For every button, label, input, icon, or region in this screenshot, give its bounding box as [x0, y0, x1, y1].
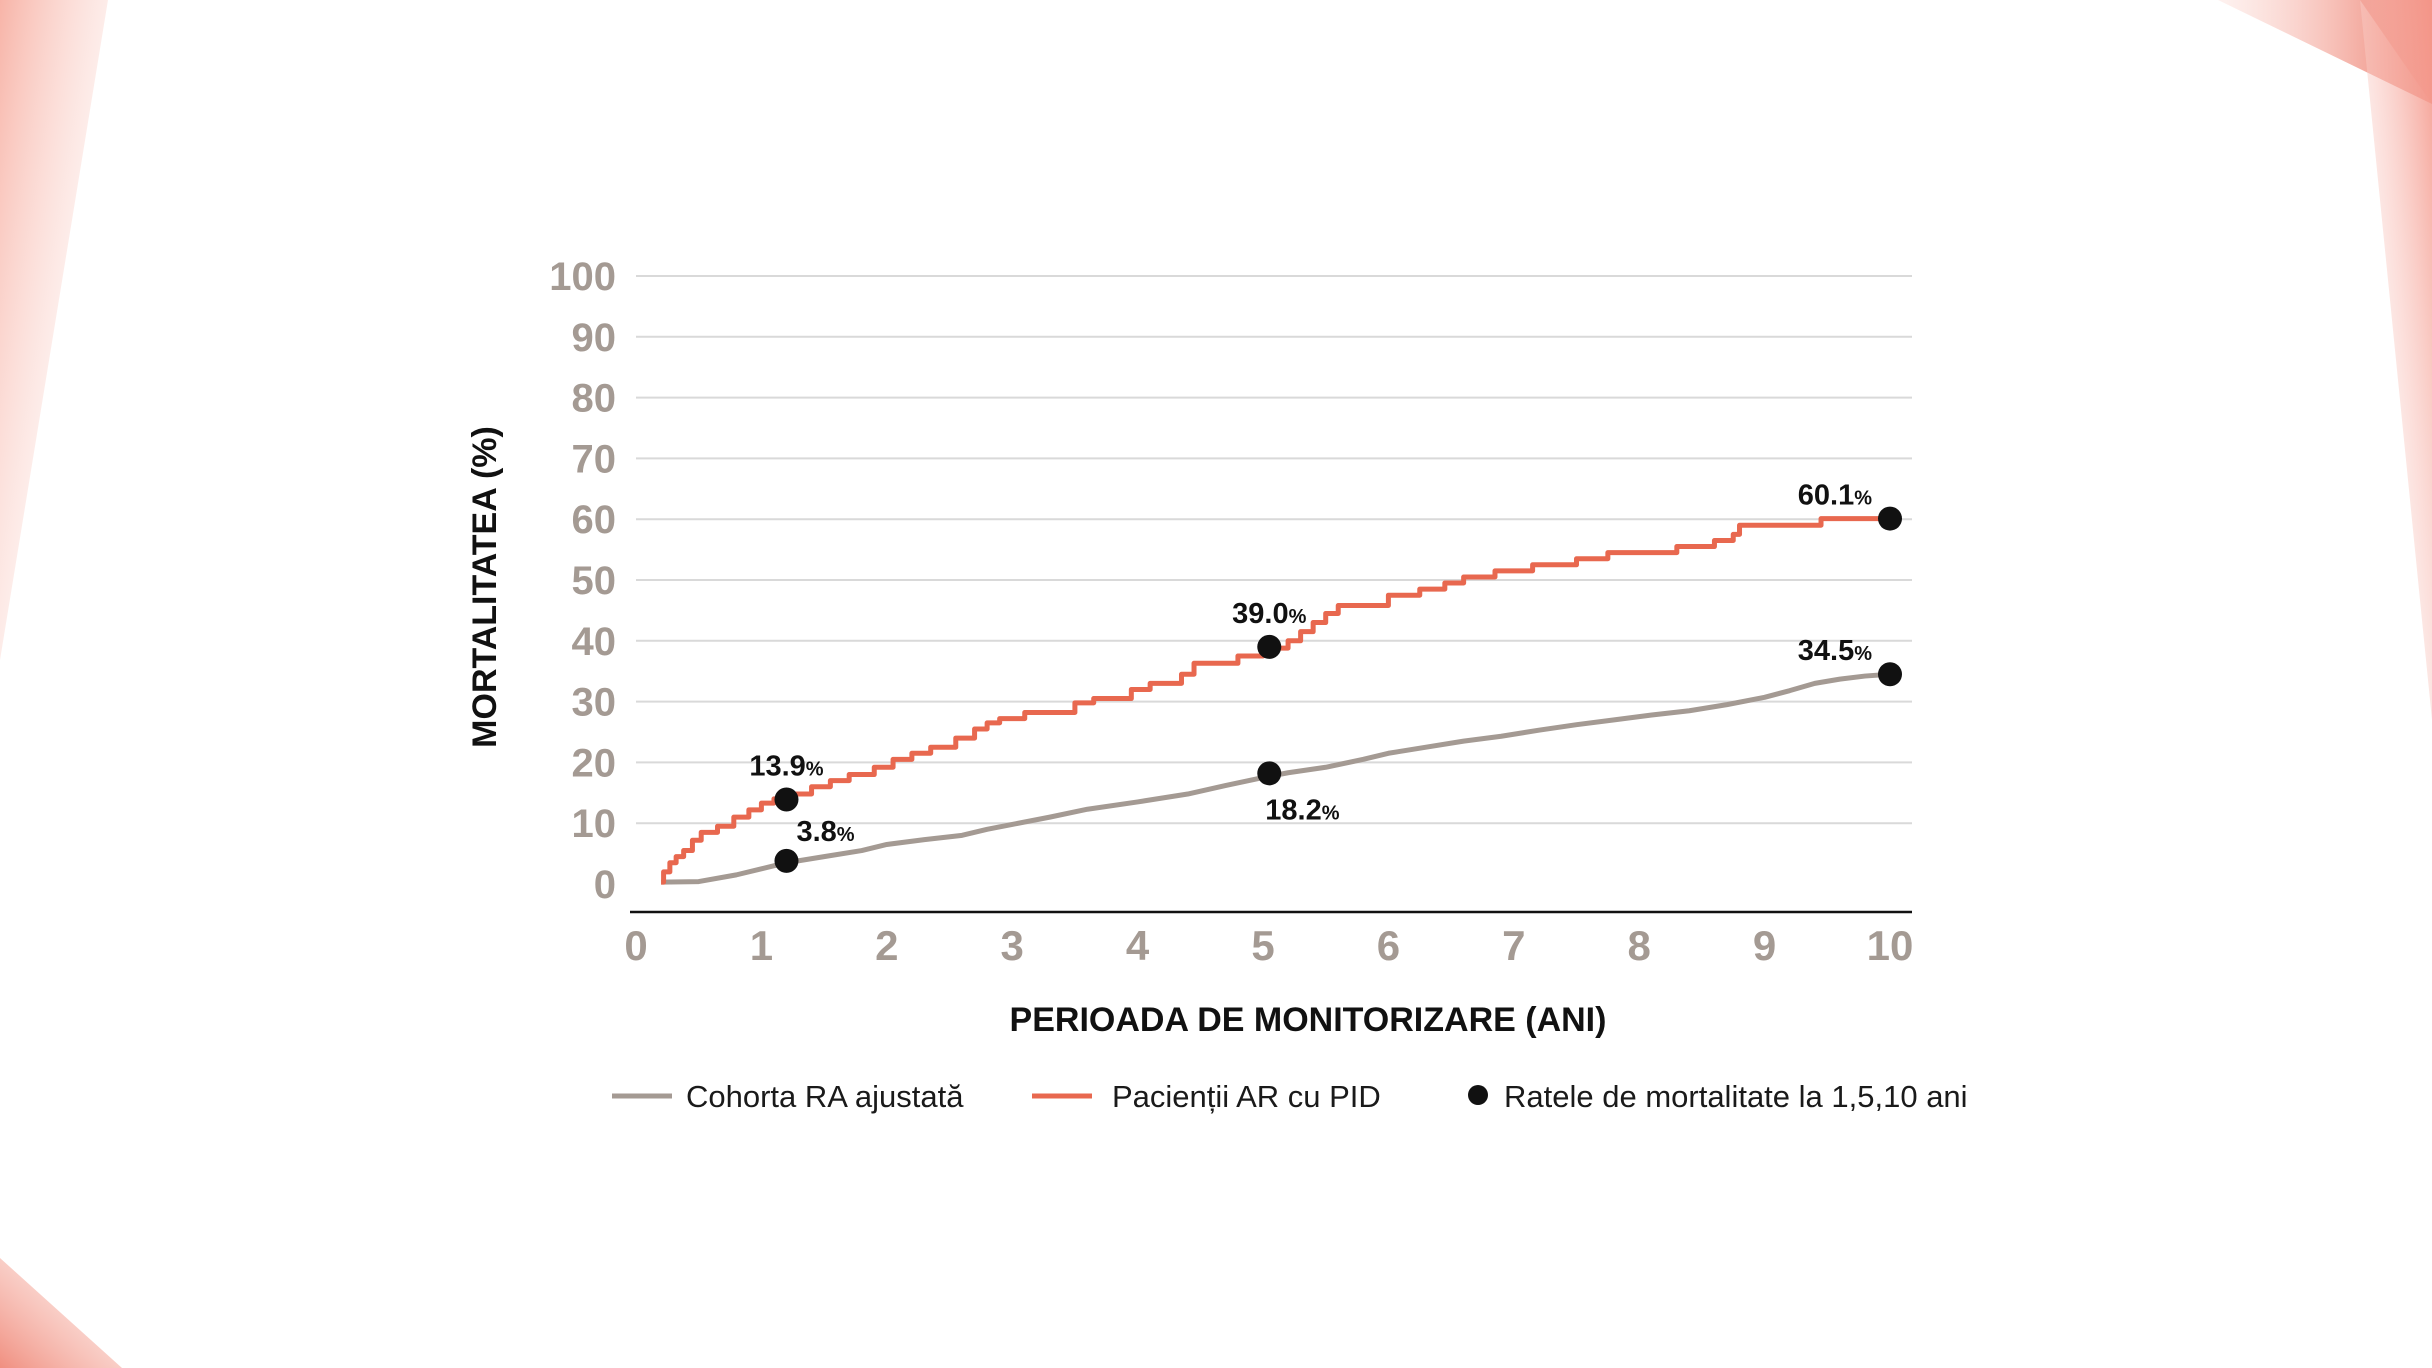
marker-34-5 [1878, 662, 1902, 687]
x-tick-label: 10 [1867, 922, 1914, 969]
marker-value: 34.5 [1798, 635, 1854, 667]
y-axis-title: MORTALITATEA (%) [466, 426, 504, 748]
x-axis-ticks: 0 1 2 3 4 5 6 7 8 9 10 [624, 922, 1913, 969]
deco-bottom-left-shard [0, 1258, 122, 1368]
x-tick-label: 5 [1251, 922, 1274, 969]
marker-18-2 [1257, 761, 1282, 786]
x-tick-label: 1 [750, 922, 773, 969]
x-axis-title: PERIOADA DE MONITORIZARE (ANI) [1010, 1001, 1607, 1039]
marker-label-39-0: 39.0% [1232, 598, 1306, 630]
y-tick-label: 80 [572, 377, 617, 421]
legend-label-pid-patients: Pacienții AR cu PID [1112, 1079, 1381, 1114]
marker-value: 39.0 [1232, 598, 1288, 630]
marker-label-13-9: 13.9% [749, 750, 823, 782]
marker-value: 3.8 [796, 816, 836, 848]
x-tick-label: 2 [875, 922, 898, 969]
marker-label-3-8: 3.8% [796, 816, 854, 848]
marker-group [774, 506, 1902, 873]
y-axis-ticks: 0 10 20 30 40 50 60 70 80 90 100 [549, 255, 616, 907]
x-tick-label: 3 [1001, 922, 1024, 969]
marker-labels: 13.9%3.8%39.0%18.2%60.1%34.5% [749, 480, 1872, 848]
grid-lines [636, 275, 1912, 825]
series-line-cohorta-ra-ajustata [661, 671, 1891, 885]
marker-3-8 [774, 848, 799, 873]
y-tick-label: 40 [572, 620, 617, 664]
y-tick-label: 10 [572, 802, 617, 846]
y-tick-label: 100 [549, 255, 616, 299]
x-tick-label: 4 [1126, 922, 1150, 969]
x-tick-label: 0 [624, 922, 647, 969]
legend-label-mortality-rates: Ratele de mortalitate la 1,5,10 ani [1504, 1079, 1968, 1114]
marker-13-9 [774, 787, 799, 812]
marker-39-0 [1257, 634, 1282, 659]
marker-percent-sign: % [1854, 643, 1872, 665]
marker-percent-sign: % [837, 824, 855, 846]
marker-value: 18.2 [1265, 794, 1321, 826]
marker-value: 60.1 [1798, 480, 1854, 512]
series-group [661, 516, 1891, 885]
legend: Cohorta RA ajustată Pacienții AR cu PID … [612, 1079, 1968, 1114]
x-tick-label: 8 [1628, 922, 1651, 969]
marker-percent-sign: % [806, 758, 824, 780]
series-line-pacientii-ar-cu-pid [661, 516, 1890, 885]
deco-left-shard [0, 0, 108, 660]
x-tick-label: 7 [1502, 922, 1525, 969]
marker-value: 13.9 [749, 750, 805, 782]
y-tick-label: 90 [572, 316, 617, 360]
deco-right-shard [2360, 0, 2432, 720]
marker-60-1 [1878, 506, 1902, 531]
marker-label-60-1: 60.1% [1798, 480, 1872, 512]
y-tick-label: 30 [572, 681, 617, 725]
x-tick-label: 9 [1753, 922, 1776, 969]
x-tick-label: 6 [1377, 922, 1400, 969]
marker-percent-sign: % [1854, 488, 1872, 510]
marker-percent-sign: % [1322, 802, 1340, 824]
legend-swatch-mortality-rates [1468, 1085, 1488, 1105]
y-tick-label: 50 [572, 559, 617, 603]
marker-label-34-5: 34.5% [1798, 635, 1872, 667]
y-tick-label: 60 [572, 498, 617, 542]
legend-label-ra-cohort: Cohorta RA ajustată [686, 1079, 964, 1114]
marker-percent-sign: % [1289, 606, 1307, 628]
y-tick-label: 0 [594, 863, 616, 907]
y-tick-label: 20 [572, 741, 617, 785]
marker-label-18-2: 18.2% [1265, 794, 1339, 826]
y-tick-label: 70 [572, 437, 617, 481]
